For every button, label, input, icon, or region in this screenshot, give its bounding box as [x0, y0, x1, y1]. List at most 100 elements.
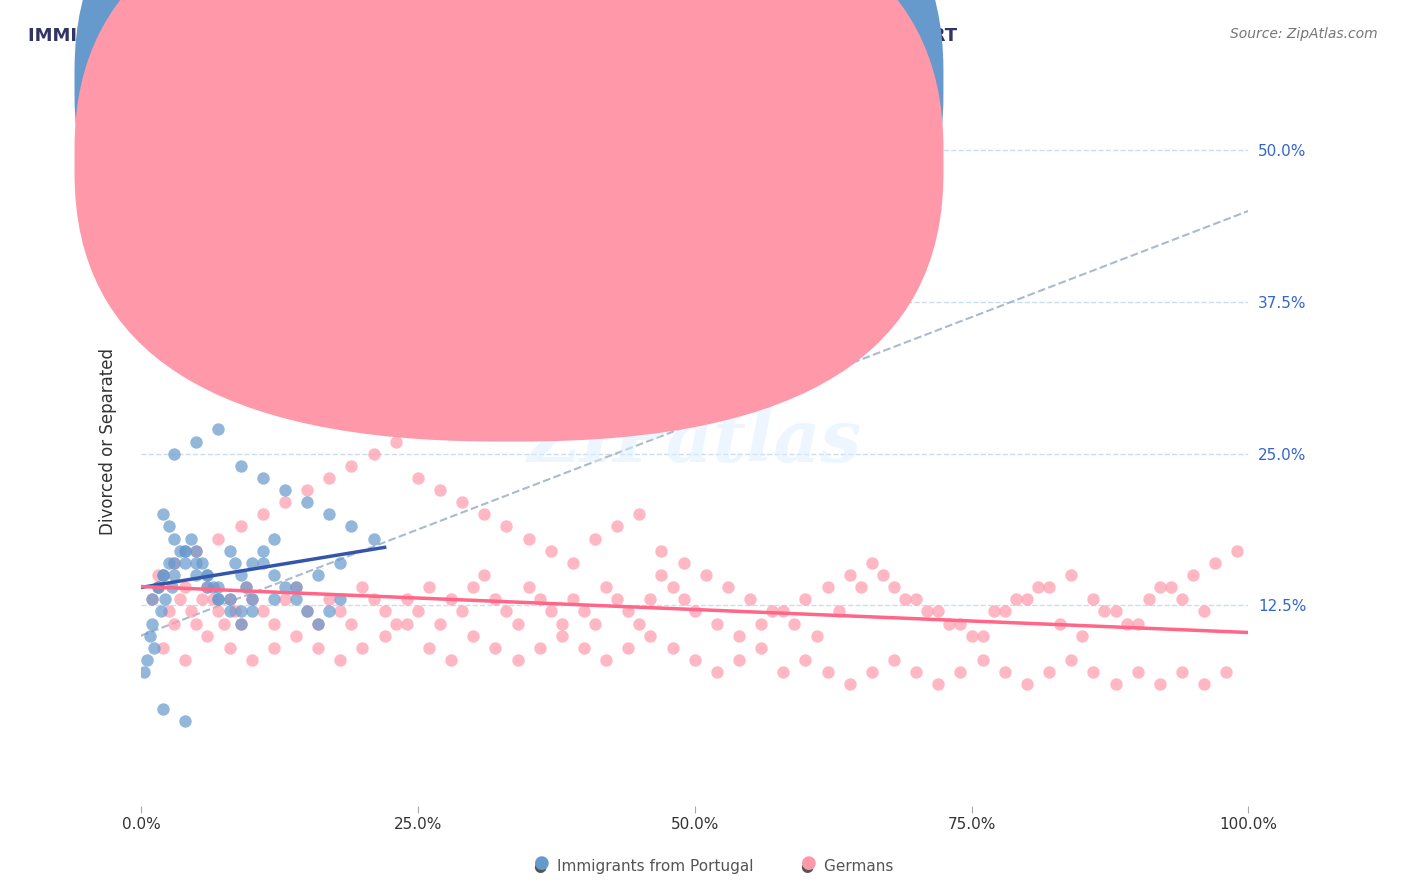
Point: [384, 434, 406, 449]
Point: [207, 422, 229, 436]
Point: [160, 580, 183, 594]
Point: [197, 568, 219, 582]
Text: R = 0.043    N = 181: R = 0.043 N = 181: [502, 152, 686, 169]
Point: [606, 519, 628, 533]
Point: [384, 616, 406, 631]
Point: [672, 592, 695, 607]
Point: [883, 580, 905, 594]
Point: [860, 665, 883, 679]
Point: [1026, 580, 1049, 594]
Point: [1038, 580, 1060, 594]
Point: [1149, 677, 1171, 691]
Point: [218, 543, 240, 558]
Point: [917, 604, 939, 618]
Point: [229, 616, 252, 631]
Point: [472, 508, 495, 522]
Point: [1171, 592, 1194, 607]
Point: [186, 434, 208, 449]
Point: [146, 580, 169, 594]
Point: [440, 592, 463, 607]
Point: [738, 592, 761, 607]
Point: [340, 616, 363, 631]
Point: [429, 616, 451, 631]
Point: [186, 568, 208, 582]
Point: [440, 653, 463, 667]
Point: [363, 447, 385, 461]
Point: [169, 543, 191, 558]
Point: [1038, 665, 1060, 679]
Point: [728, 653, 751, 667]
Point: [163, 556, 186, 570]
Point: [495, 604, 517, 618]
Point: [1160, 580, 1182, 594]
Point: [152, 701, 174, 715]
Point: [141, 616, 163, 631]
Point: [994, 604, 1017, 618]
Point: [157, 556, 180, 570]
Point: [517, 580, 540, 594]
Point: [606, 592, 628, 607]
Point: [207, 592, 229, 607]
Point: [285, 580, 308, 594]
Point: [949, 665, 972, 679]
Point: [495, 519, 517, 533]
Point: [252, 556, 274, 570]
Point: [141, 592, 163, 607]
Point: [174, 543, 197, 558]
Point: [374, 629, 396, 643]
Point: [229, 458, 252, 473]
Point: [927, 604, 949, 618]
Point: [149, 604, 172, 618]
Point: [1104, 604, 1126, 618]
Point: [706, 665, 728, 679]
Point: [152, 508, 174, 522]
Point: [1204, 556, 1226, 570]
Text: ●: ●: [534, 855, 550, 872]
Point: [1226, 543, 1249, 558]
Point: [506, 653, 529, 667]
Point: [218, 640, 240, 655]
Point: [540, 604, 562, 618]
Point: [1060, 568, 1083, 582]
Point: [972, 653, 994, 667]
Point: [340, 458, 363, 473]
Point: [307, 616, 329, 631]
Point: [295, 495, 318, 509]
Point: [134, 665, 156, 679]
Point: [883, 653, 905, 667]
Point: [905, 665, 928, 679]
Point: [263, 640, 285, 655]
Point: [285, 592, 308, 607]
Point: [143, 640, 166, 655]
Point: [1005, 592, 1028, 607]
Point: [197, 580, 219, 594]
Point: [295, 604, 318, 618]
Point: [229, 568, 252, 582]
Point: [1171, 665, 1194, 679]
Point: [235, 580, 257, 594]
Point: [252, 508, 274, 522]
Point: [1015, 592, 1038, 607]
Y-axis label: Divorced or Separated: Divorced or Separated: [100, 348, 117, 535]
Point: [263, 568, 285, 582]
Text: ●  Germans: ● Germans: [801, 859, 894, 874]
Point: [295, 604, 318, 618]
Point: [139, 629, 162, 643]
Point: [1083, 592, 1105, 607]
Point: [628, 616, 651, 631]
Point: [141, 592, 163, 607]
Point: [1137, 592, 1160, 607]
Point: [174, 714, 197, 728]
Point: [540, 543, 562, 558]
Text: Source: ZipAtlas.com: Source: ZipAtlas.com: [1230, 27, 1378, 41]
Point: [463, 629, 485, 643]
Point: [1104, 677, 1126, 691]
Point: [894, 592, 917, 607]
Point: [595, 653, 617, 667]
Point: [318, 592, 340, 607]
Point: [186, 556, 208, 570]
Point: [1192, 677, 1215, 691]
Point: [307, 640, 329, 655]
Point: [197, 568, 219, 582]
Point: [395, 592, 418, 607]
